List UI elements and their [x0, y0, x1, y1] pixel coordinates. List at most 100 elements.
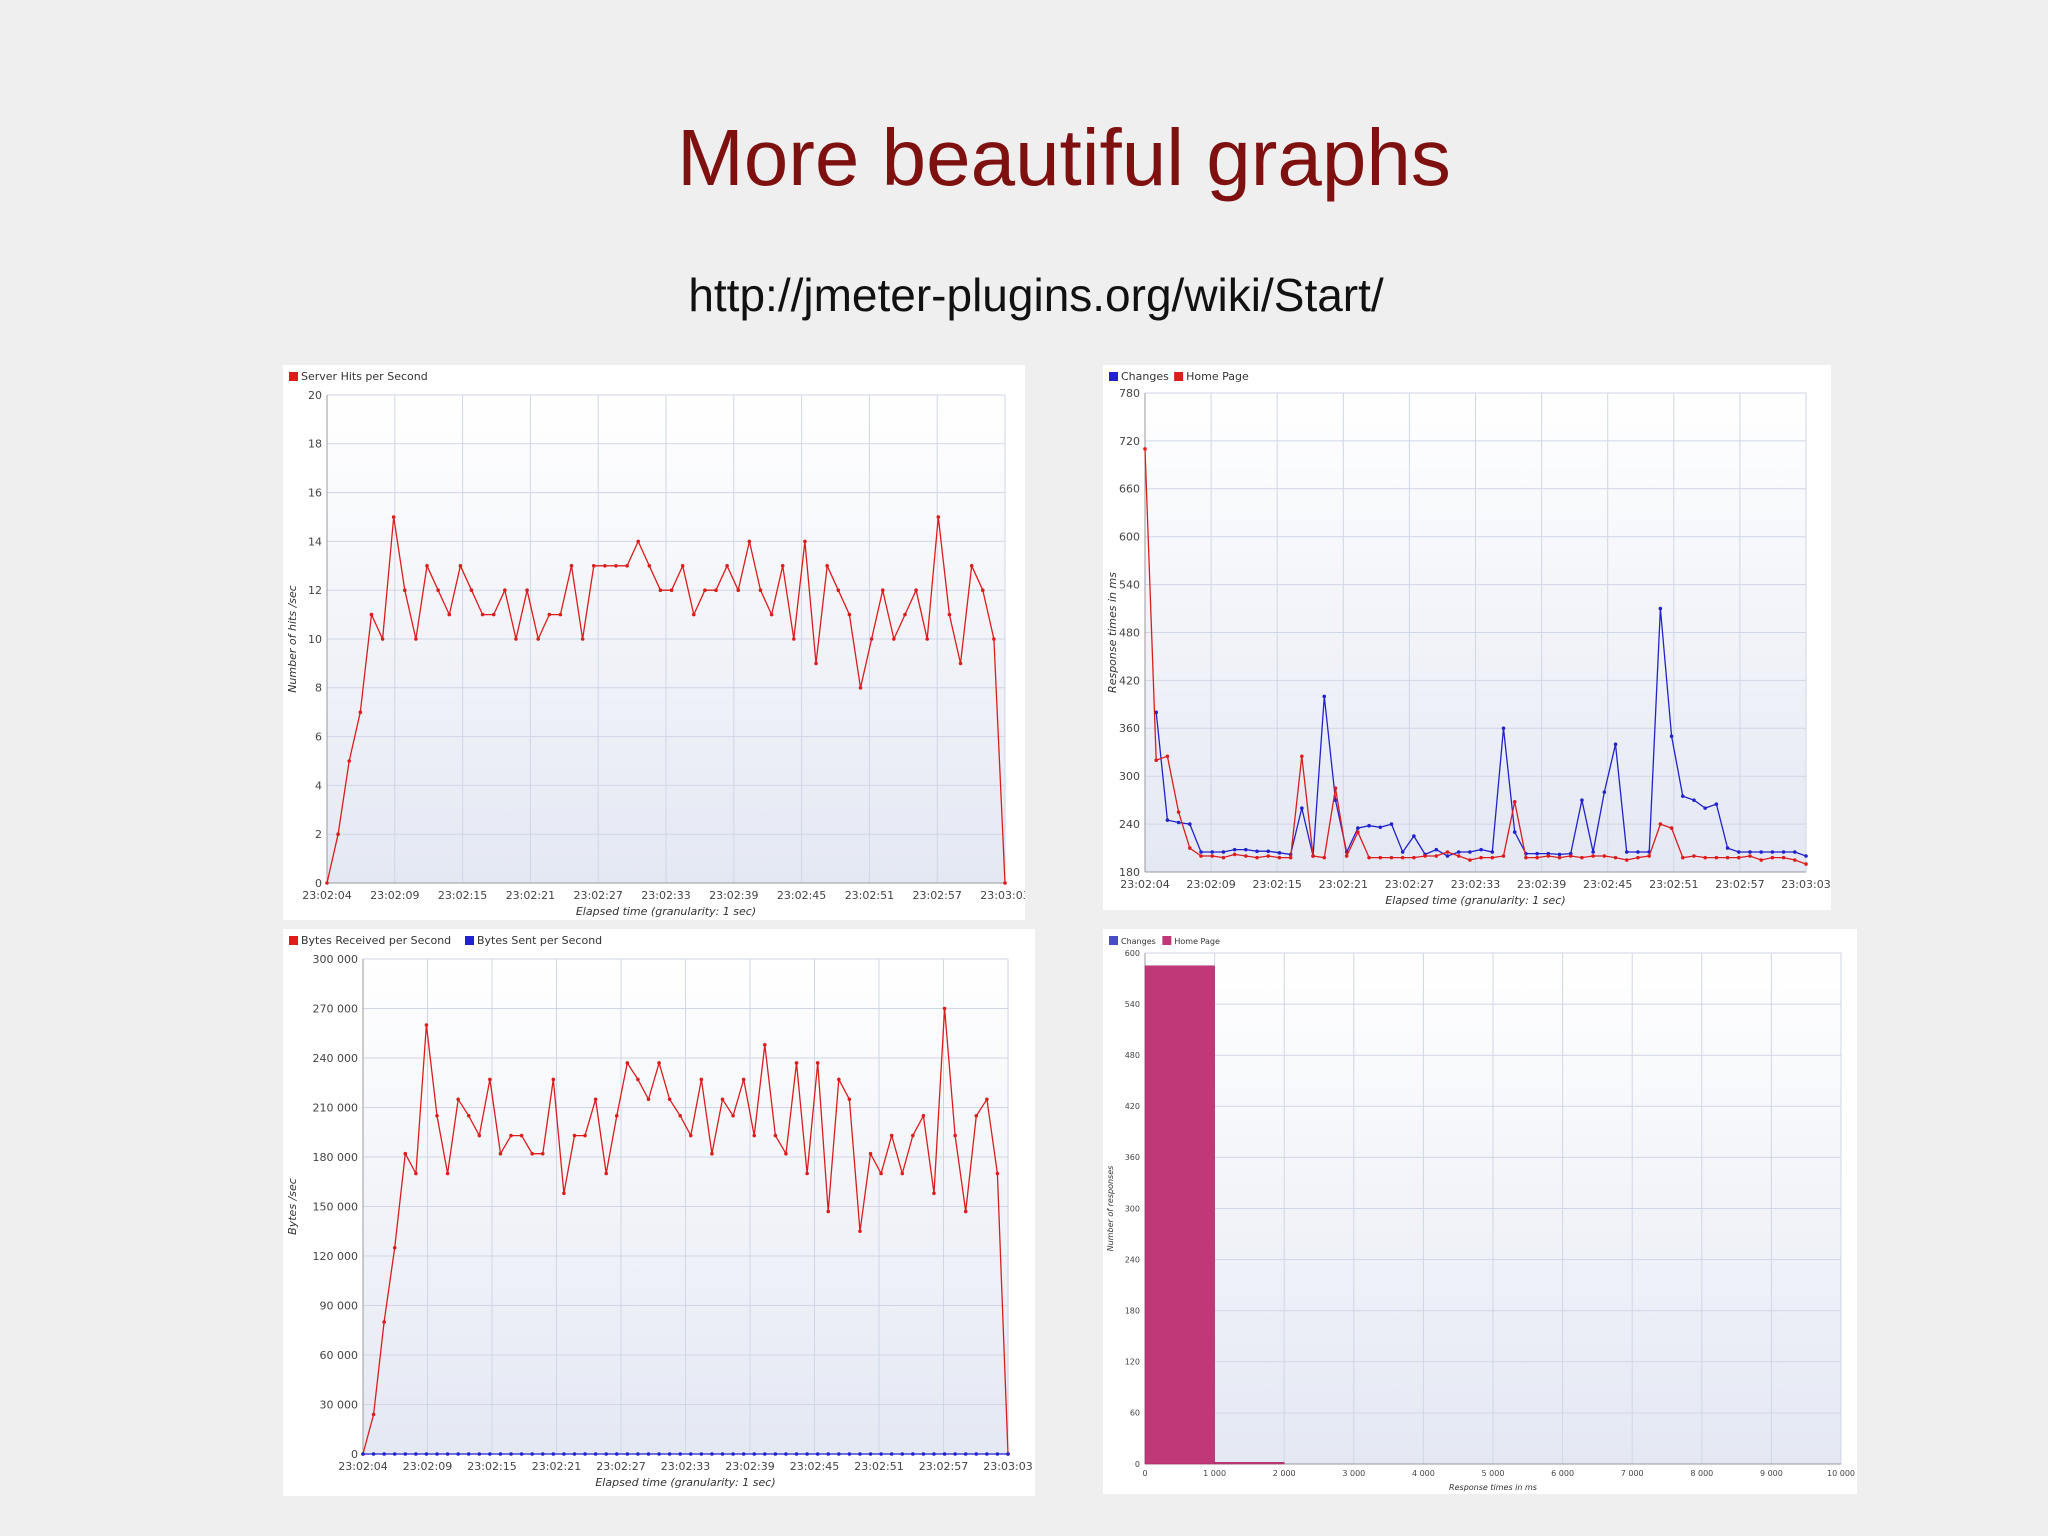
- data-point: [1445, 850, 1450, 854]
- data-point: [1188, 822, 1192, 826]
- data-point: [963, 1452, 968, 1456]
- data-point: [680, 564, 685, 568]
- data-point: [435, 1452, 439, 1456]
- y-tick-label: 20: [308, 389, 322, 402]
- x-tick-label: 23:02:04: [1120, 878, 1169, 891]
- data-point: [1210, 854, 1215, 858]
- x-tick-label: 10 000: [1827, 1469, 1855, 1478]
- data-point: [932, 1452, 936, 1456]
- data-point: [1003, 881, 1007, 885]
- data-point: [858, 686, 863, 690]
- series-line: [326, 516, 1006, 884]
- data-point: [583, 1133, 587, 1138]
- data-point: [763, 1452, 767, 1456]
- x-tick-label: 2 000: [1273, 1469, 1296, 1478]
- data-point: [773, 1133, 778, 1138]
- legend-swatch: [289, 936, 298, 945]
- data-point: [1176, 810, 1181, 814]
- data-point: [1736, 855, 1741, 860]
- y-tick-label: 30 000: [320, 1398, 359, 1411]
- data-point: [1176, 820, 1181, 825]
- data-point: [1759, 858, 1763, 862]
- data-point: [714, 588, 718, 592]
- slide-url[interactable]: http://jmeter-plugins.org/wiki/Start/: [688, 269, 1384, 321]
- data-point: [625, 1061, 630, 1065]
- y-tick-label: 120: [1125, 1358, 1140, 1367]
- y-tick-label: 12: [308, 584, 322, 597]
- data-point: [900, 1171, 905, 1176]
- data-point: [769, 612, 774, 617]
- data-point: [562, 1191, 566, 1196]
- data-point: [1557, 852, 1562, 857]
- data-point: [1400, 855, 1405, 860]
- data-point: [1143, 447, 1147, 451]
- data-point: [803, 539, 807, 544]
- x-tick-label: 23:02:27: [1385, 878, 1434, 891]
- data-point: [1680, 855, 1685, 860]
- x-tick-label: 23:02:09: [1186, 878, 1235, 891]
- data-point: [784, 1151, 788, 1156]
- x-tick-label: 23:02:33: [1451, 878, 1500, 891]
- y-tick-label: 4: [315, 779, 322, 792]
- x-tick-label: 23:02:39: [1517, 878, 1566, 891]
- data-point: [380, 637, 385, 641]
- data-point: [1804, 854, 1808, 858]
- data-point: [1400, 850, 1405, 854]
- data-point: [1367, 855, 1371, 860]
- y-tick-label: 300 000: [313, 953, 359, 966]
- x-tick-label: 1 000: [1203, 1469, 1226, 1478]
- y-tick-label: 210 000: [313, 1101, 359, 1114]
- data-point: [1636, 855, 1640, 860]
- y-tick-label: 14: [308, 535, 322, 548]
- data-point: [868, 1452, 873, 1456]
- data-point: [1221, 855, 1226, 860]
- data-point: [1367, 823, 1371, 828]
- data-point: [1624, 858, 1629, 862]
- data-point: [636, 1452, 640, 1456]
- data-point: [625, 1452, 630, 1456]
- y-tick-label: 180: [1119, 866, 1140, 879]
- data-point: [540, 1452, 545, 1456]
- x-tick-label: 23:02:45: [790, 1460, 839, 1473]
- data-point: [572, 1133, 577, 1138]
- data-point: [530, 1151, 534, 1156]
- data-point: [1210, 850, 1215, 854]
- x-tick-label: 8 000: [1690, 1469, 1713, 1478]
- data-point: [1748, 854, 1752, 858]
- y-tick-label: 240 000: [313, 1052, 359, 1065]
- data-point: [1300, 754, 1304, 759]
- data-point: [425, 564, 429, 568]
- data-point: [646, 1452, 651, 1456]
- data-point: [868, 1151, 873, 1156]
- y-tick-label: 420: [1125, 1102, 1140, 1111]
- data-point: [593, 1097, 598, 1102]
- data-point: [667, 1452, 672, 1456]
- y-tick-label: 480: [1125, 1051, 1140, 1060]
- y-tick-label: 90 000: [320, 1299, 359, 1312]
- data-point: [1255, 849, 1259, 854]
- x-tick-label: 23:02:15: [1252, 878, 1301, 891]
- series-line: [1144, 448, 1807, 865]
- data-point: [1669, 826, 1674, 830]
- data-point: [547, 612, 552, 617]
- legend-label: Bytes Sent per Second: [477, 934, 602, 947]
- data-point: [1154, 710, 1159, 715]
- data-point: [1154, 758, 1159, 763]
- data-point: [947, 612, 952, 617]
- x-tick-label: 23:02:57: [1715, 878, 1764, 891]
- data-point: [403, 1151, 408, 1156]
- data-point: [703, 588, 707, 592]
- y-tick-label: 2: [315, 828, 322, 841]
- data-point: [466, 1452, 471, 1456]
- data-point: [445, 1171, 450, 1176]
- data-point: [572, 1452, 577, 1456]
- y-tick-label: 240: [1125, 1255, 1140, 1264]
- x-tick-label: 23:02:33: [661, 1460, 710, 1473]
- data-point: [458, 564, 463, 568]
- legend-swatch: [1109, 372, 1118, 381]
- data-point: [942, 1452, 947, 1456]
- data-point: [445, 1452, 450, 1456]
- y-axis-title: Number of responses: [1106, 1166, 1115, 1252]
- x-tick-label: 23:02:45: [1583, 878, 1632, 891]
- data-point: [1501, 726, 1506, 731]
